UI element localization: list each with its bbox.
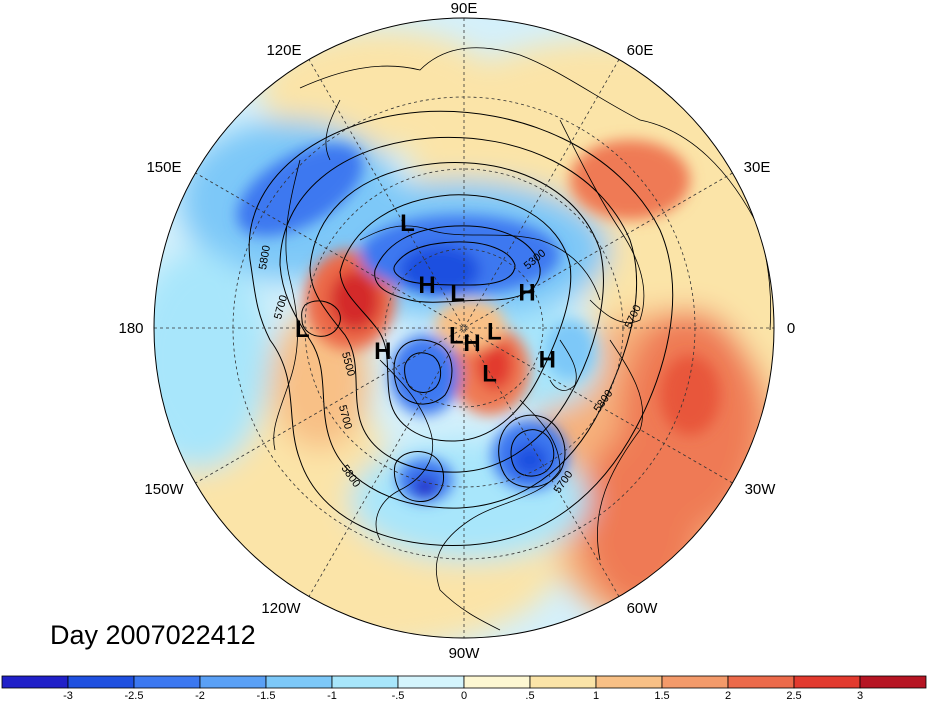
day-label: Day 2007022412	[50, 620, 256, 650]
longitude-labels: 90E 60E 30E 0 30W 60W 90W 120W 150W 180 …	[118, 0, 795, 662]
colorbar-swatch	[463, 675, 531, 689]
colorbar-swatch	[859, 675, 927, 689]
colorbar-tick-label: 1.5	[654, 690, 669, 702]
low-pressure-marker: L	[450, 280, 465, 307]
low-pressure-marker: L	[295, 316, 310, 343]
colorbar: -3 -2.5 -2 -1.5 -1 -.5 0 .5 1 1.5 2 2.5 3	[1, 675, 927, 702]
colorbar-tick-label: -3	[63, 690, 73, 702]
colorbar-tick-label: 0	[461, 690, 467, 702]
lon-label-30e: 30E	[744, 159, 771, 176]
colorbar-swatch	[199, 675, 267, 689]
colorbar-tick-label: 2	[725, 690, 731, 702]
colorbar-swatch	[397, 675, 465, 689]
colorbar-tick-label: .5	[525, 690, 534, 702]
colorbar-tick-label: -1.5	[257, 690, 276, 702]
colorbar-tick-label: 3	[857, 690, 863, 702]
lon-label-90e: 90E	[451, 0, 478, 17]
graticule	[154, 18, 774, 638]
colorbar-swatch	[133, 675, 201, 689]
high-pressure-marker: H	[518, 280, 535, 307]
lon-label-150w: 150W	[144, 481, 184, 498]
colorbar-tick-label: -1	[327, 690, 337, 702]
lon-label-30w: 30W	[745, 481, 777, 498]
colorbar-swatch	[529, 675, 597, 689]
colorbar-swatch	[727, 675, 795, 689]
low-pressure-marker: L	[400, 210, 415, 237]
high-pressure-marker: H	[418, 272, 435, 299]
low-pressure-marker: L	[487, 319, 502, 346]
colorbar-swatch	[793, 675, 861, 689]
colorbar-swatch	[67, 675, 135, 689]
lon-label-150e: 150E	[146, 159, 181, 176]
lon-label-120e: 120E	[266, 42, 301, 59]
colorbar-tick-label: -2.5	[125, 690, 144, 702]
lon-label-120w: 120W	[261, 600, 301, 617]
high-pressure-marker: H	[539, 346, 556, 373]
colorbar-swatch	[661, 675, 729, 689]
colorbar-swatch	[265, 675, 333, 689]
lon-label-60w: 60W	[627, 600, 659, 617]
lon-label-180: 180	[118, 320, 143, 337]
high-pressure-marker: H	[463, 330, 480, 357]
colorbar-tick-label: -2	[195, 690, 205, 702]
colorbar-tick-label: 1	[593, 690, 599, 702]
low-pressure-marker: L	[449, 323, 464, 350]
lon-label-90w: 90W	[449, 645, 481, 662]
contour-label: 5800	[257, 244, 273, 270]
map-boundary	[153, 17, 775, 639]
high-pressure-marker: H	[374, 338, 391, 365]
colorbar-tick-label: -.5	[392, 690, 405, 702]
colorbar-swatch	[1, 675, 69, 689]
lon-label-60e: 60E	[627, 42, 654, 59]
lon-label-0: 0	[787, 320, 795, 337]
height-contours	[248, 110, 674, 547]
colorbar-tick-label: 2.5	[786, 690, 801, 702]
colorbar-swatch	[331, 675, 399, 689]
colorbar-swatch	[595, 675, 663, 689]
low-pressure-marker: L	[482, 360, 497, 387]
